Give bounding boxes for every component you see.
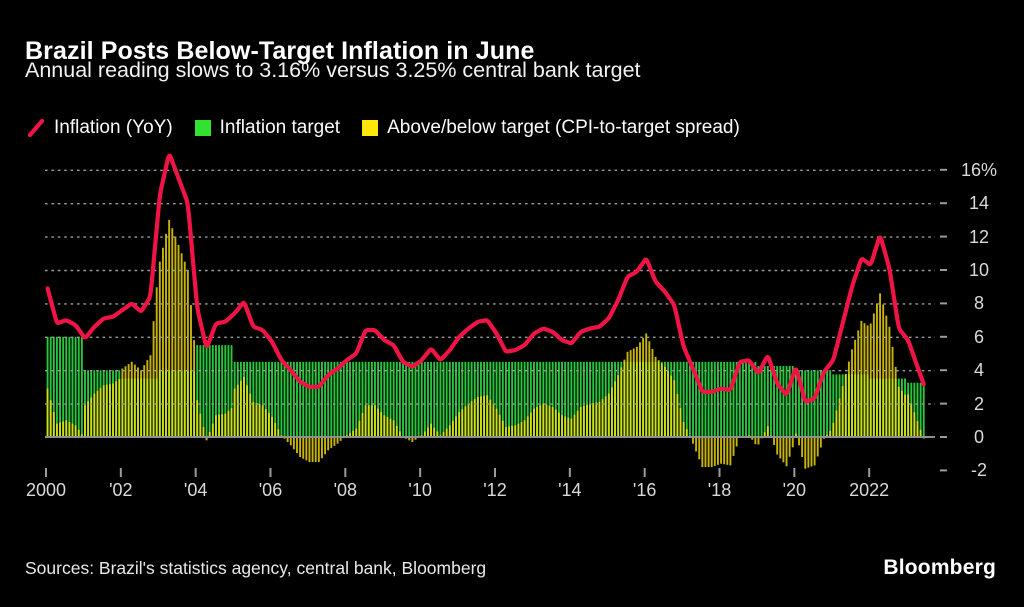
chart-footer: Sources: Brazil's statistics agency, cen…: [25, 556, 996, 580]
x-axis-label: '06: [258, 480, 283, 500]
page-title: Brazil Posts Below-Target Inflation in J…: [25, 36, 535, 65]
yellow-square-swatch-icon: [362, 120, 379, 136]
chart-legend: Inflation (YoY) Inflation target Above/b…: [25, 117, 762, 139]
x-axis-label: '12: [483, 480, 507, 500]
y-axis-label: 8: [973, 293, 984, 314]
chart-canvas: [0, 140, 1024, 520]
x-axis-label: 2022: [849, 480, 890, 500]
x-axis-label: '02: [109, 480, 133, 500]
legend-item-target: Inflation target: [194, 117, 341, 139]
legend-label-spread: Above/below target (CPI-to-target spread…: [387, 117, 740, 138]
y-axis-label: 14: [968, 193, 990, 214]
x-axis-label: '04: [183, 480, 208, 500]
x-axis-label: '08: [333, 480, 358, 500]
x-axis-label: '14: [558, 480, 582, 500]
green-square-swatch-icon: [194, 120, 211, 136]
x-axis-label: '20: [782, 480, 807, 500]
legend-item-inflation: Inflation (YoY): [25, 117, 173, 139]
x-axis-label: '16: [632, 480, 657, 500]
x-axis-label: '18: [707, 480, 732, 500]
x-axis-label: 2000: [25, 480, 67, 500]
y-axis-label: 12: [968, 226, 990, 247]
chart-area: 16% 14 12 10 8 6 4 2 0 -2 2000 '02 '04 '06 '08 '10 '12 '…: [0, 140, 1024, 520]
y-axis-label: 10: [968, 260, 990, 280]
y-axis-label: -2: [970, 460, 987, 481]
red-line-swatch-icon: [25, 118, 47, 138]
y-axis-label: 4: [973, 360, 984, 381]
y-axis-label: 2: [973, 393, 984, 414]
chart-subtitle: Annual reading slows to 3.16% versus 3.2…: [25, 58, 641, 82]
y-axis-label: 16%: [960, 159, 998, 180]
y-axis-label: 6: [973, 326, 984, 347]
legend-item-spread: Above/below target (CPI-to-target spread…: [362, 117, 740, 139]
y-axis-label: 0: [973, 427, 984, 447]
sources-note: Sources: Brazil's statistics agency, cen…: [25, 557, 487, 578]
legend-label-target: Inflation target: [219, 117, 341, 138]
legend-label-inflation: Inflation (YoY): [54, 117, 173, 138]
bloomberg-logo: Bloomberg: [883, 556, 996, 579]
x-axis-label: '10: [408, 480, 432, 500]
